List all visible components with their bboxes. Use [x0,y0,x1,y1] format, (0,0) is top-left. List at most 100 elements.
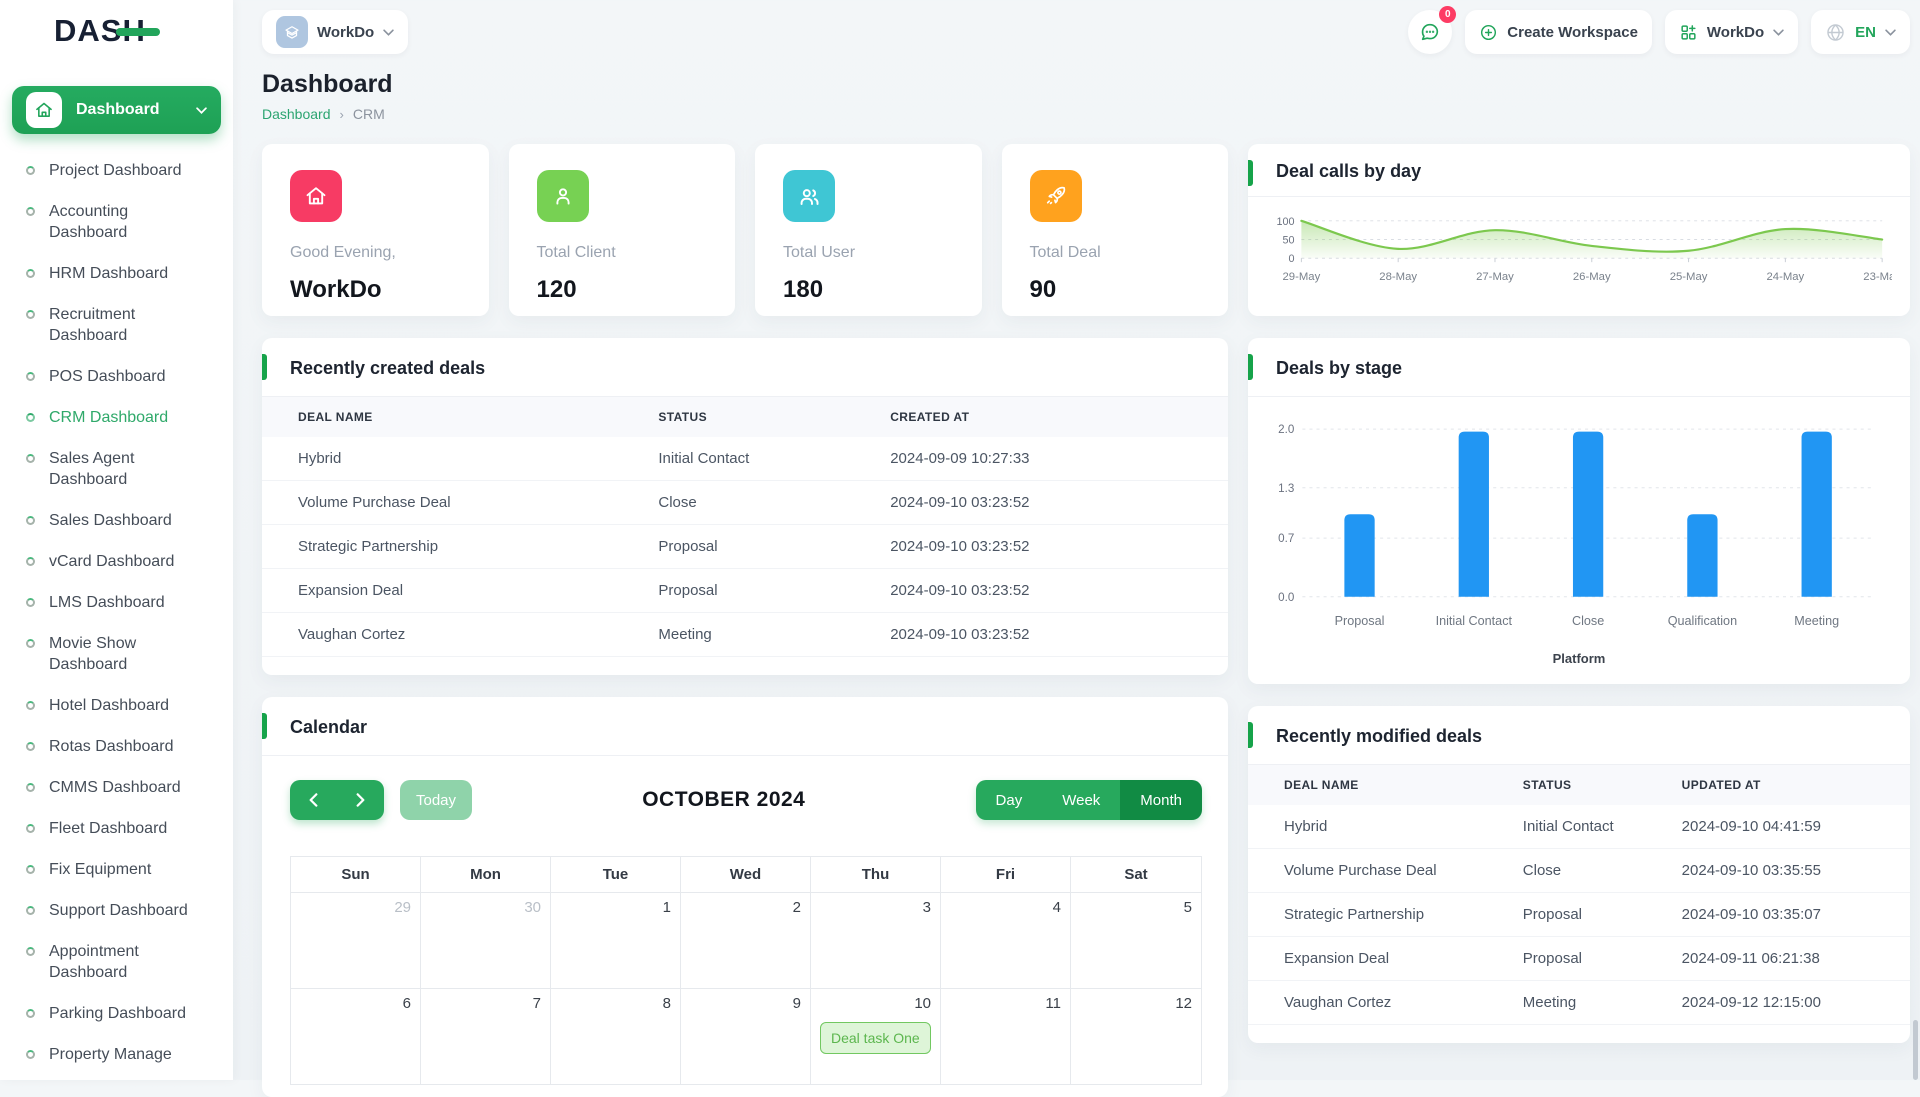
sidebar-item-movie-show-dashboard[interactable]: Movie Show Dashboard [0,623,233,685]
sidebar-item-crm-dashboard[interactable]: CRM Dashboard [0,397,233,438]
calendar-view-week[interactable]: Week [1042,780,1120,820]
sidebar-item-pos-dashboard[interactable]: POS Dashboard [0,356,233,397]
calendar-day-cell[interactable]: 12 [1071,989,1201,1085]
day-number: 12 [1080,995,1192,1012]
section-title: Deals by stage [1276,358,1402,378]
calendar-day-cell[interactable]: 6 [291,989,421,1085]
calendar-view-month[interactable]: Month [1120,780,1202,820]
sidebar-item-vcard-dashboard[interactable]: vCard Dashboard [0,541,233,582]
sidebar-item-dashboard-active[interactable]: Dashboard [12,86,221,134]
sidebar-item-fix-equipment[interactable]: Fix Equipment [0,849,233,890]
sidebar-item-project-dashboard[interactable]: Project Dashboard [0,150,233,191]
sidebar-item-label: Fleet Dashboard [49,818,167,839]
column-header: STATUS [1513,765,1672,805]
sidebar-item-fleet-dashboard[interactable]: Fleet Dashboard [0,808,233,849]
weekday-header: Sat [1071,857,1201,893]
language-selector[interactable]: EN [1811,10,1910,54]
workspace-chip[interactable]: WorkDo [262,10,408,54]
sidebar-item-sales-dashboard[interactable]: Sales Dashboard [0,500,233,541]
section-title: Recently modified deals [1276,726,1482,746]
day-number: 2 [690,899,801,916]
stat-card-total-deal: Total Deal 90 [1002,144,1229,316]
calendar-day-cell[interactable]: 1 [551,893,681,989]
create-workspace-button[interactable]: Create Workspace [1465,10,1652,54]
calendar-day-cell[interactable]: 30 [421,893,551,989]
sidebar-item-parking-dashboard[interactable]: Parking Dashboard [0,993,233,1034]
svg-text:23-May: 23-May [1863,271,1892,283]
table-cell: 2024-09-10 03:35:55 [1672,849,1910,893]
table-cell: 2024-09-10 03:23:52 [880,525,1228,569]
calendar-next-button[interactable] [342,793,380,807]
calendar-day-cell[interactable]: 10 Deal task One [811,989,941,1085]
sidebar-item-label: Property Manage [49,1044,172,1065]
sidebar-item-lms-dashboard[interactable]: LMS Dashboard [0,582,233,623]
circle-bullet-icon [26,1050,35,1059]
chevron-down-icon [383,29,394,36]
logo-dash-accent [116,28,160,36]
sidebar-item-label: Rotas Dashboard [49,736,174,757]
sidebar-item-sales-agent-dashboard[interactable]: Sales Agent Dashboard [0,438,233,500]
calendar-day-cell[interactable]: 9 [681,989,811,1085]
day-number: 6 [300,995,411,1012]
sidebar-item-label: Appointment Dashboard [49,941,209,983]
calendar-day-cell[interactable]: 11 [941,989,1071,1085]
breadcrumb-dashboard-link[interactable]: Dashboard [262,106,331,122]
page-scrollbar[interactable] [1913,1020,1918,1080]
sidebar-item-appointment-dashboard[interactable]: Appointment Dashboard [0,931,233,993]
circle-bullet-icon [26,865,35,874]
day-number: 10 [820,995,931,1012]
circle-bullet-icon [26,557,35,566]
sidebar-item-cmms-dashboard[interactable]: CMMS Dashboard [0,767,233,808]
sidebar-item-support-dashboard[interactable]: Support Dashboard [0,890,233,931]
sidebar-item-label: Sales Agent Dashboard [49,448,209,490]
sidebar-item-hrm-dashboard[interactable]: HRM Dashboard [0,253,233,294]
calendar-day-cell[interactable]: 8 [551,989,681,1085]
svg-text:0.7: 0.7 [1278,532,1294,545]
sidebar-item-rotas-dashboard[interactable]: Rotas Dashboard [0,726,233,767]
sidebar-item-hotel-dashboard[interactable]: Hotel Dashboard [0,685,233,726]
calendar-day-cell[interactable]: 3 [811,893,941,989]
table-cell: 2024-09-12 12:15:00 [1672,981,1910,1025]
sidebar-item-label: Hotel Dashboard [49,695,169,716]
calendar-event[interactable]: Deal task One [820,1022,931,1054]
topbar: WorkDo 0 Create Workspace WorkDo [262,0,1910,64]
app-logo[interactable]: DASH [0,0,233,62]
table-cell: 2024-09-10 03:23:52 [880,569,1228,613]
calendar-day-cell[interactable]: 29 [291,893,421,989]
table-cell: Proposal [1513,937,1672,981]
calendar-prev-button[interactable] [295,793,333,807]
calendar-view-day[interactable]: Day [976,780,1043,820]
svg-text:Qualification: Qualification [1668,614,1737,628]
calendar-day-cell[interactable]: 4 [941,893,1071,989]
sidebar-item-recruitment-dashboard[interactable]: Recruitment Dashboard [0,294,233,356]
chevron-down-icon [1885,29,1896,36]
table-cell: 2024-09-10 04:41:59 [1672,805,1910,849]
chat-icon [1419,21,1441,43]
calendar-day-cell[interactable]: 7 [421,989,551,1085]
calendar-day-cell[interactable]: 2 [681,893,811,989]
home-icon [290,170,342,222]
svg-text:26-May: 26-May [1573,271,1611,283]
sidebar-item-accounting-dashboard[interactable]: Accounting Dashboard [0,191,233,253]
table-cell: 2024-09-10 03:23:52 [880,613,1228,657]
section-title: Recently created deals [290,358,485,378]
messages-button[interactable]: 0 [1408,10,1452,54]
calendar-today-button[interactable]: Today [400,780,472,820]
sidebar-item-property-manage[interactable]: Property Manage [0,1034,233,1075]
calendar-day-cell[interactable]: 5 [1071,893,1201,989]
workspace-menu-button[interactable]: WorkDo [1665,10,1798,54]
circle-bullet-icon [26,454,35,463]
sidebar-item-beauty-spa-dashboard[interactable]: Beauty Spa Dashboard [0,1075,233,1080]
